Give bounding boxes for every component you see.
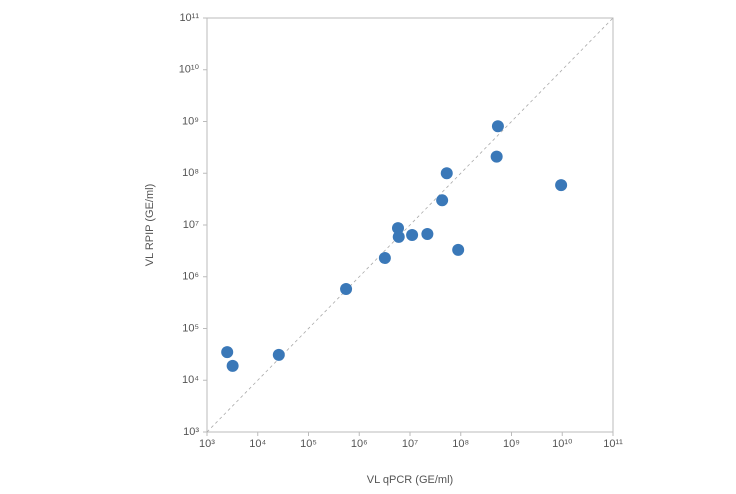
y-tick-label: 10⁵ — [182, 322, 199, 334]
point — [491, 120, 504, 133]
point — [406, 229, 419, 242]
point — [226, 359, 239, 372]
point — [378, 252, 391, 265]
point — [272, 348, 285, 361]
point — [221, 346, 234, 359]
point — [490, 150, 503, 163]
y-tick-label: 10³ — [183, 426, 199, 438]
y-tick-label: 10¹⁰ — [179, 64, 200, 76]
x-tick-label: 10⁹ — [503, 438, 520, 450]
point — [421, 228, 434, 241]
x-axis-label: VL qPCR (GE/ml) — [367, 474, 453, 486]
y-tick-label: 10⁶ — [182, 271, 199, 283]
y-tick-label: 10⁴ — [182, 374, 199, 386]
x-tick-label: 10⁸ — [452, 438, 469, 450]
point — [392, 230, 405, 243]
point — [391, 222, 404, 235]
y-tick-label: 10⁸ — [182, 167, 199, 179]
x-tick-label: 10³ — [199, 438, 215, 450]
y-tick-label: 10⁹ — [182, 115, 199, 127]
x-tick-label: 10⁶ — [351, 438, 368, 450]
identity-line — [206, 17, 614, 433]
y-tick-label: 10¹¹ — [179, 12, 199, 24]
point — [555, 179, 568, 192]
y-axis-label: VL RPIP (GE/ml) — [144, 184, 156, 267]
point — [436, 194, 449, 207]
x-tick-label: 10¹¹ — [603, 438, 623, 450]
x-tick-label: 10⁵ — [300, 438, 317, 450]
x-tick-label: 10⁷ — [402, 438, 418, 450]
point — [452, 243, 465, 256]
point — [340, 282, 353, 295]
y-tick-label: 10⁷ — [183, 219, 199, 231]
x-tick-label: 10¹⁰ — [552, 438, 573, 450]
x-tick-label: 10⁴ — [249, 438, 266, 450]
point — [440, 167, 453, 180]
